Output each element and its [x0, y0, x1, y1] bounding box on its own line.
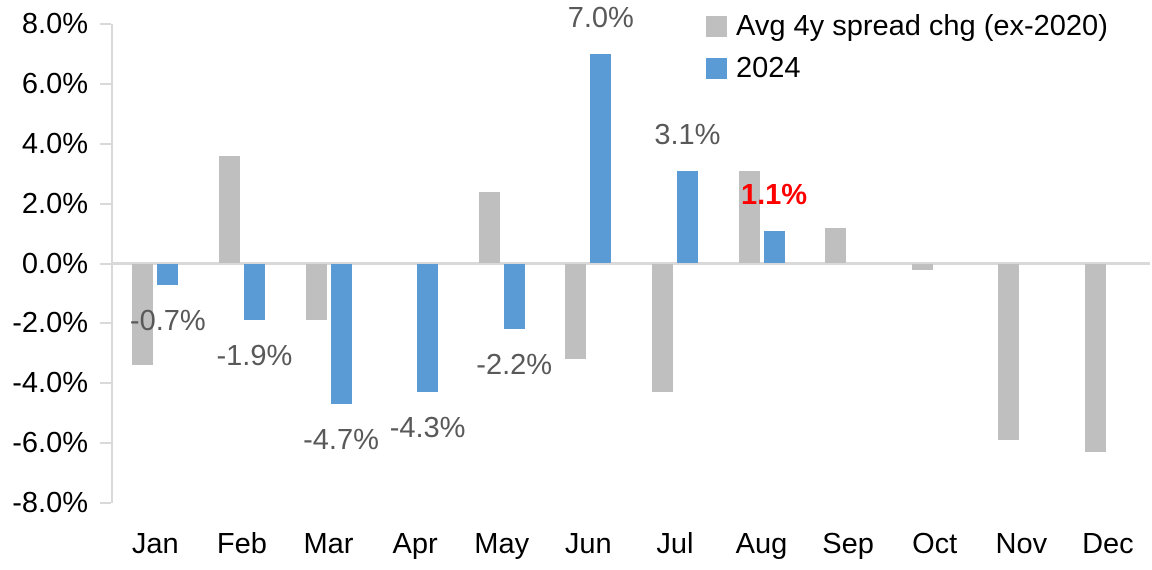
- x-axis-label-apr: Apr: [392, 528, 438, 560]
- legend-swatch-avg-icon: [706, 15, 727, 37]
- legend-item-2024: 2024: [706, 50, 1108, 86]
- bar-y2024-feb: [243, 263, 265, 321]
- bar-y2024-jul: [676, 170, 698, 264]
- y-axis-tick-mark: [100, 382, 111, 385]
- y-axis-tick-label: 0.0%: [21, 247, 88, 280]
- bar-avg-jun: [565, 263, 587, 360]
- y-axis-tick-mark: [100, 22, 111, 25]
- x-axis-label-oct: Oct: [912, 528, 958, 560]
- legend-label-avg: Avg 4y spread chg (ex-2020): [736, 9, 1108, 42]
- bar-avg-oct: [911, 263, 933, 270]
- bar-avg-mar: [305, 263, 327, 321]
- bar-y2024-aug: [763, 230, 785, 264]
- bar-avg-aug: [738, 170, 760, 264]
- zero-gridline: [111, 262, 1150, 265]
- data-label-aug: 1.1%: [740, 178, 808, 211]
- data-label-jun: 7.0%: [567, 1, 634, 34]
- data-label-mar: -4.7%: [303, 424, 379, 457]
- y-axis-tick-label: 8.0%: [21, 7, 88, 40]
- data-label-feb: -1.9%: [216, 340, 293, 373]
- x-axis-label-sep: Sep: [822, 528, 874, 560]
- bar-avg-nov: [998, 263, 1020, 441]
- bar-y2024-mar: [330, 263, 352, 405]
- y-axis-tick-label: -4.0%: [12, 367, 88, 400]
- x-axis-label-aug: Aug: [735, 528, 788, 560]
- x-axis-label-jun: Jun: [564, 528, 612, 560]
- x-axis-label-nov: Nov: [995, 528, 1048, 560]
- x-axis-label-mar: Mar: [303, 528, 354, 560]
- bar-y2024-jun: [590, 53, 612, 264]
- data-label-jul: 3.1%: [654, 118, 721, 151]
- y-axis-tick-label: 6.0%: [21, 67, 88, 100]
- data-label-apr: -4.3%: [389, 412, 466, 445]
- legend: Avg 4y spread chg (ex-2020) 2024: [706, 8, 1108, 86]
- y-axis-tick-mark: [100, 262, 111, 265]
- y-axis-tick-mark: [100, 442, 111, 445]
- bar-y2024-may: [503, 263, 525, 330]
- y-axis-tick-label: -2.0%: [12, 307, 88, 340]
- y-axis-tick-mark: [100, 142, 111, 145]
- x-axis-label-jan: Jan: [131, 528, 179, 560]
- y-axis-tick-mark: [100, 82, 111, 85]
- y-axis-tick-mark: [100, 322, 111, 325]
- data-label-may: -2.2%: [476, 349, 553, 382]
- bar-avg-may: [478, 191, 500, 264]
- x-axis-label-feb: Feb: [216, 528, 267, 560]
- legend-label-2024: 2024: [736, 51, 801, 84]
- bar-y2024-apr: [417, 263, 439, 393]
- y-axis-tick-label: -8.0%: [12, 487, 88, 520]
- y-axis-tick-mark: [100, 202, 111, 205]
- bar-avg-sep: [825, 227, 847, 264]
- y-axis-tick-mark: [100, 502, 111, 505]
- x-axis-label-jul: Jul: [656, 528, 694, 560]
- y-axis-tick-label: -6.0%: [12, 427, 88, 460]
- x-axis-label-dec: Dec: [1082, 528, 1134, 560]
- bar-avg-jul: [651, 263, 673, 393]
- y-axis-tick-label: 4.0%: [21, 127, 88, 160]
- legend-swatch-2024-icon: [706, 57, 727, 79]
- x-axis-label-may: May: [474, 528, 530, 560]
- legend-item-avg: Avg 4y spread chg (ex-2020): [706, 8, 1108, 44]
- bar-y2024-jan: [157, 263, 179, 285]
- bar-avg-feb: [218, 155, 240, 264]
- y-axis-tick-label: 2.0%: [21, 187, 88, 220]
- bar-avg-jan: [132, 263, 154, 366]
- bar-avg-dec: [1084, 263, 1106, 453]
- data-label-jan: -0.7%: [129, 304, 206, 337]
